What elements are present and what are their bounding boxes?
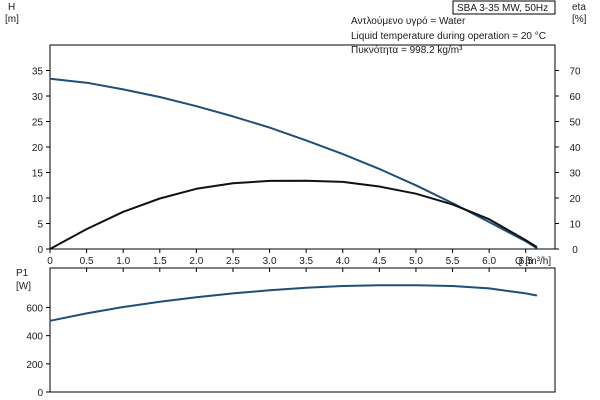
- x-tick-label: 6.0: [482, 256, 496, 267]
- y-axis-label-right: eta: [572, 2, 586, 13]
- y-tick-label-left: 15: [32, 169, 44, 180]
- efficiency-point: [232, 182, 234, 184]
- y-tick-label-left: 25: [32, 118, 44, 129]
- y-tick-label-left: 20: [32, 143, 44, 154]
- x-tick-label: 3.5: [299, 256, 313, 267]
- x-axis-label: Q [m³/h]: [515, 256, 551, 267]
- head-point: [232, 115, 234, 117]
- head-point: [488, 221, 490, 223]
- head-point: [305, 139, 307, 141]
- power-point: [536, 294, 538, 297]
- power-y-tick-label: 600: [26, 303, 43, 314]
- y-tick-label-right: 0: [572, 245, 578, 256]
- power-point: [86, 312, 88, 314]
- info-annotation: Αντλούμενο υγρό = Water: [351, 15, 466, 27]
- power-point: [269, 289, 271, 291]
- power-point: [159, 301, 161, 303]
- y-tick-label-right: 60: [569, 92, 581, 103]
- head-point: [86, 82, 88, 84]
- title-box: [452, 0, 556, 15]
- y-tick-label-left: 0: [37, 245, 43, 256]
- y-tick-label-right: 50: [569, 118, 581, 129]
- y-tick-label-right: 30: [569, 169, 581, 180]
- head-point: [536, 247, 538, 249]
- power-point: [525, 292, 527, 294]
- efficiency-point: [342, 181, 344, 183]
- x-tick-label: 2.5: [226, 256, 240, 267]
- efficiency-point: [269, 180, 271, 182]
- efficiency-point: [159, 197, 161, 200]
- power-point: [195, 296, 197, 298]
- y-tick-label-left: 10: [32, 194, 44, 205]
- head-point: [378, 168, 380, 170]
- power-y-tick-label: 400: [26, 332, 43, 343]
- power-point: [49, 320, 51, 322]
- y-tick-label-right: 70: [569, 67, 581, 78]
- efficiency-point: [451, 203, 454, 205]
- x-tick-label: 1.5: [153, 256, 167, 267]
- chart-title: SBA 3-35 MW, 50Hz: [457, 3, 548, 14]
- head-point: [49, 78, 51, 80]
- head-point: [342, 153, 344, 155]
- power-point: [415, 284, 417, 286]
- head-curve: [49, 77, 538, 249]
- bottom-plot-frame: [49, 267, 556, 393]
- top-plot-frame: [49, 44, 556, 250]
- x-tick-label: 3.0: [263, 256, 277, 267]
- efficiency-point: [488, 218, 490, 220]
- x-tick-label: 2.0: [189, 256, 203, 267]
- x-tick-label: 0: [47, 256, 53, 267]
- power-point: [342, 285, 344, 287]
- power-y-tick-label: 200: [26, 360, 43, 371]
- power-axis-unit: [W]: [16, 281, 31, 292]
- x-tick-label: 4.0: [336, 256, 350, 267]
- power-point: [122, 306, 124, 308]
- efficiency-point: [525, 239, 527, 241]
- y-tick-label-left: 30: [32, 92, 44, 103]
- info-annotation: Liquid temperature during operation = 20…: [351, 31, 546, 42]
- efficiency-point: [378, 185, 380, 188]
- power-point: [232, 292, 234, 294]
- x-tick-label: 1.0: [116, 256, 130, 267]
- head-point: [269, 127, 271, 129]
- info-annotation: Πυκνότητα = 998.2 kg/m³: [351, 44, 463, 56]
- x-tick-label: 5.0: [409, 256, 423, 267]
- y-tick-label-right: 10: [569, 220, 581, 231]
- y-axis-unit-right: [%]: [572, 14, 587, 25]
- efficiency-curve: [49, 179, 538, 250]
- power-point: [305, 287, 307, 289]
- efficiency-point: [415, 193, 417, 195]
- head-point: [195, 105, 197, 107]
- y-tick-label-right: 40: [569, 143, 581, 154]
- power-point: [451, 285, 454, 287]
- power-point: [378, 284, 380, 286]
- power-y-tick-label: 0: [37, 388, 43, 399]
- x-tick-label: 4.5: [372, 256, 386, 267]
- y-tick-label-left: 5: [37, 220, 43, 231]
- power-curve: [49, 284, 537, 322]
- head-point: [122, 88, 124, 90]
- y-tick-label-left: 35: [32, 67, 44, 78]
- efficiency-point: [49, 248, 51, 250]
- y-tick-label-right: 20: [569, 194, 581, 205]
- x-tick-label: 0.5: [80, 256, 94, 267]
- efficiency-point: [122, 211, 124, 213]
- efficiency-point: [195, 188, 197, 190]
- head-point: [159, 96, 161, 98]
- power-axis-label: P1: [16, 268, 29, 279]
- head-point: [415, 184, 417, 186]
- y-axis-unit-left: [m]: [5, 14, 19, 25]
- x-tick-label: 5.5: [446, 256, 460, 267]
- efficiency-point: [536, 246, 538, 248]
- y-axis-label-left: H: [8, 2, 15, 13]
- power-point: [488, 287, 490, 289]
- efficiency-point: [86, 228, 88, 230]
- x-tick-label: 6.5: [519, 256, 533, 267]
- efficiency-point: [305, 180, 307, 182]
